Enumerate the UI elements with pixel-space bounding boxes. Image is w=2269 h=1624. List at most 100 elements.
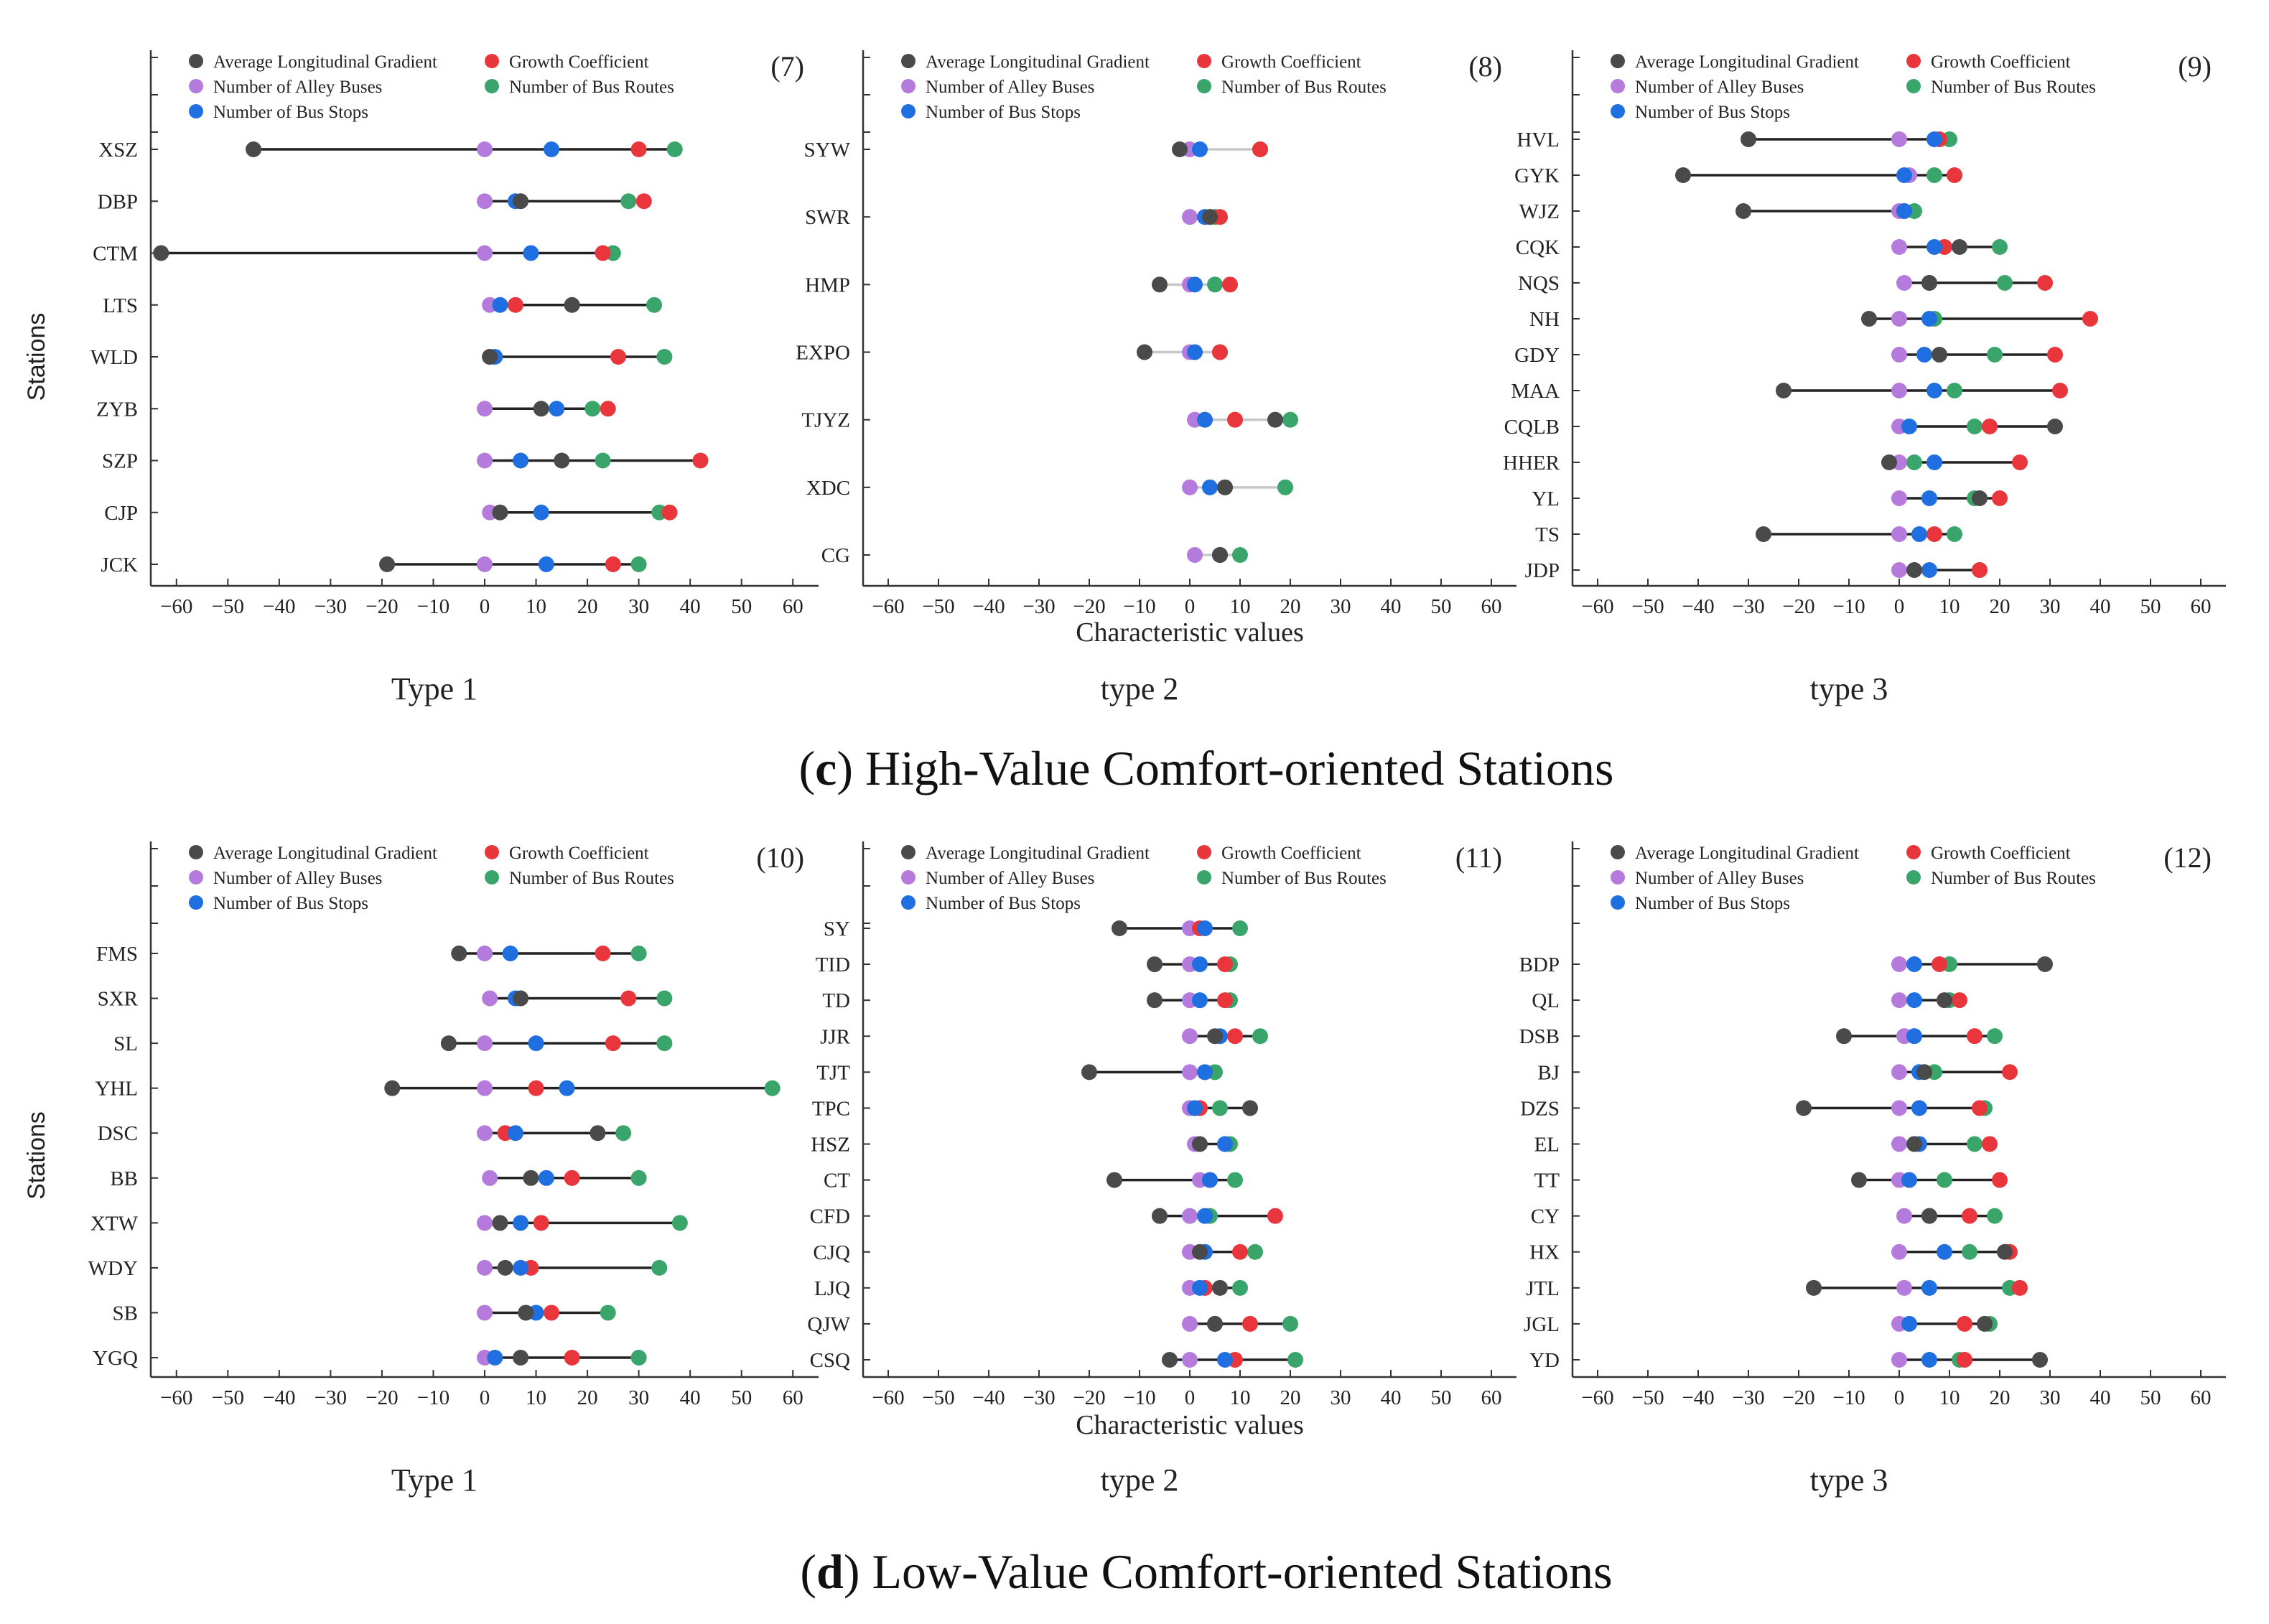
series-average-longitudinal-gradient	[1081, 920, 1258, 1368]
series-number-of-alley-buses	[477, 946, 498, 1366]
x-tick-label: 40	[1381, 1386, 1402, 1409]
point-average-longitudinal-gradient-tjt	[1081, 1064, 1097, 1081]
point-average-longitudinal-gradient-ctm	[153, 245, 169, 261]
category-label-bj: BJ	[1537, 1061, 1560, 1084]
x-tick-label: 30	[1331, 1386, 1351, 1409]
point-growth-coefficient-cjp	[661, 504, 678, 521]
x-tick-label: 50	[731, 1386, 752, 1409]
point-number-of-alley-buses-nqs	[1896, 275, 1912, 291]
legend: Average Longitudinal Gradient Number of A…	[1611, 52, 2096, 122]
x-tick-label: 60	[783, 1386, 803, 1409]
point-number-of-bus-stops-jtl	[1921, 1279, 1937, 1296]
point-average-longitudinal-gradient-qjw	[1207, 1315, 1223, 1332]
point-number-of-bus-routes-dsc	[615, 1125, 632, 1142]
legend-label-number-of-alley-buses: Number of Alley Buses	[926, 869, 1094, 888]
x-tick-label: −50	[212, 1386, 244, 1409]
chart-panel-9: −60 −50 −40 −30 −20 −10 0 10 20 30 40 50 60 HVL GYK WJZ…	[1503, 50, 2226, 706]
panel-subtitle: Type 1	[391, 1462, 477, 1498]
category-label-sy: SY	[824, 918, 850, 941]
point-number-of-alley-buses-bj	[1891, 1064, 1907, 1081]
point-number-of-bus-routes-el	[1967, 1136, 1983, 1152]
category-label-tid: TID	[816, 953, 850, 976]
x-tick-label: 0	[480, 595, 490, 618]
x-tick-label: 40	[680, 1386, 701, 1409]
point-number-of-bus-stops-cqlb	[1901, 419, 1917, 434]
category-label-ts: TS	[1535, 523, 1560, 546]
point-average-longitudinal-gradient-ct	[1106, 1172, 1122, 1188]
point-average-longitudinal-gradient-jtl	[1806, 1279, 1822, 1296]
legend-label-number-of-bus-routes: Number of Bus Routes	[1221, 78, 1387, 97]
point-number-of-bus-routes-sy	[1232, 920, 1248, 936]
y-axis-title: Stations	[23, 313, 50, 401]
point-number-of-bus-routes-lts	[646, 297, 663, 313]
x-tick-label: −50	[1631, 1386, 1664, 1409]
x-tick-label: −60	[872, 595, 904, 618]
legend-marker-growth-coefficient	[1906, 54, 1921, 68]
x-tick-label: −50	[1631, 595, 1664, 618]
point-average-longitudinal-gradient-wld	[482, 349, 498, 365]
point-number-of-alley-buses-xsz	[477, 141, 493, 157]
category-label-hx: HX	[1529, 1241, 1560, 1264]
legend-label-number-of-bus-routes: Number of Bus Routes	[1221, 869, 1387, 888]
panel-number: (8)	[1468, 50, 1502, 83]
point-number-of-bus-stops-td	[1192, 992, 1208, 1009]
point-growth-coefficient-jgl	[1957, 1315, 1972, 1332]
point-average-longitudinal-gradient-hx	[1997, 1243, 2013, 1260]
x-tick-label: −40	[972, 595, 1005, 618]
x-tick-label: −30	[1022, 595, 1055, 618]
point-number-of-alley-buses-xtw	[477, 1215, 493, 1231]
point-growth-coefficient-xsz	[630, 141, 647, 157]
category-label-jjr: JJR	[820, 1025, 851, 1048]
category-label-sl: SL	[113, 1032, 138, 1055]
x-tick-label: 50	[1431, 1386, 1452, 1409]
legend-label-number-of-bus-stops: Number of Bus Stops	[213, 894, 368, 913]
legend-label-growth-coefficient: Growth Coefficient	[1221, 52, 1361, 72]
point-number-of-bus-routes-tpc	[1212, 1100, 1228, 1116]
point-number-of-bus-stops-tjt	[1197, 1064, 1213, 1081]
panel-number: (9)	[2178, 50, 2212, 83]
point-number-of-alley-buses-cy	[1896, 1208, 1912, 1224]
point-number-of-alley-buses-hvl	[1891, 131, 1907, 147]
legend-marker-number-of-bus-stops	[1611, 104, 1625, 118]
point-average-longitudinal-gradient-yd	[2032, 1352, 2048, 1368]
chart-panel-11: −60 −50 −40 −30 −20 −10 0 10 20 30 40 50 60 SY TID TD JJ…	[807, 841, 1516, 1498]
x-tick-label: −20	[1073, 595, 1105, 618]
point-average-longitudinal-gradient-el	[1906, 1136, 1922, 1152]
point-number-of-bus-stops-nh	[1921, 311, 1937, 327]
series-number-of-bus-stops	[1901, 956, 1952, 1368]
x-tick-label: 30	[628, 595, 649, 618]
category-label-xtw: XTW	[90, 1212, 139, 1235]
point-growth-coefficient-szp	[692, 452, 709, 469]
point-number-of-bus-stops-hx	[1937, 1243, 1952, 1260]
point-growth-coefficient-wld	[610, 349, 626, 365]
category-label-xdc: XDC	[806, 477, 850, 500]
point-number-of-bus-routes-sl	[656, 1035, 673, 1052]
point-number-of-bus-stops-yd	[1921, 1352, 1937, 1368]
point-average-longitudinal-gradient-cjq	[1192, 1243, 1208, 1260]
category-label-cy: CY	[1531, 1205, 1560, 1228]
point-average-longitudinal-gradient-tid	[1147, 956, 1163, 973]
category-label-dzs: DZS	[1520, 1097, 1560, 1120]
x-tick-label: 0	[1185, 1386, 1196, 1409]
legend-label-number-of-bus-stops: Number of Bus Stops	[926, 103, 1081, 122]
point-number-of-bus-routes-jck	[630, 556, 647, 572]
category-label-expo: EXPO	[796, 342, 850, 365]
point-average-longitudinal-gradient-szp	[554, 452, 570, 469]
point-number-of-bus-routes-tjyz	[1282, 411, 1298, 428]
legend-marker-number-of-bus-routes	[485, 79, 499, 93]
point-number-of-bus-routes-csq	[1287, 1352, 1303, 1368]
category-label-wdy: WDY	[88, 1257, 138, 1280]
category-label-bb: BB	[110, 1167, 138, 1190]
point-average-longitudinal-gradient-gyk	[1675, 167, 1691, 183]
category-label-qjw: QJW	[807, 1313, 850, 1336]
point-number-of-bus-stops-tjyz	[1197, 411, 1213, 428]
legend-marker-number-of-bus-stops	[1611, 895, 1625, 910]
point-number-of-bus-routes-cy	[1987, 1208, 2003, 1224]
point-number-of-alley-buses-bdp	[1891, 956, 1907, 972]
legend-marker-average-longitudinal-gradient	[901, 54, 915, 68]
x-tick-label: 50	[731, 595, 752, 618]
point-growth-coefficient-maa	[2052, 383, 2068, 398]
point-number-of-bus-stops-sl	[528, 1035, 544, 1052]
point-average-longitudinal-gradient-jdp	[1906, 562, 1922, 578]
category-label-swr: SWR	[805, 206, 851, 229]
